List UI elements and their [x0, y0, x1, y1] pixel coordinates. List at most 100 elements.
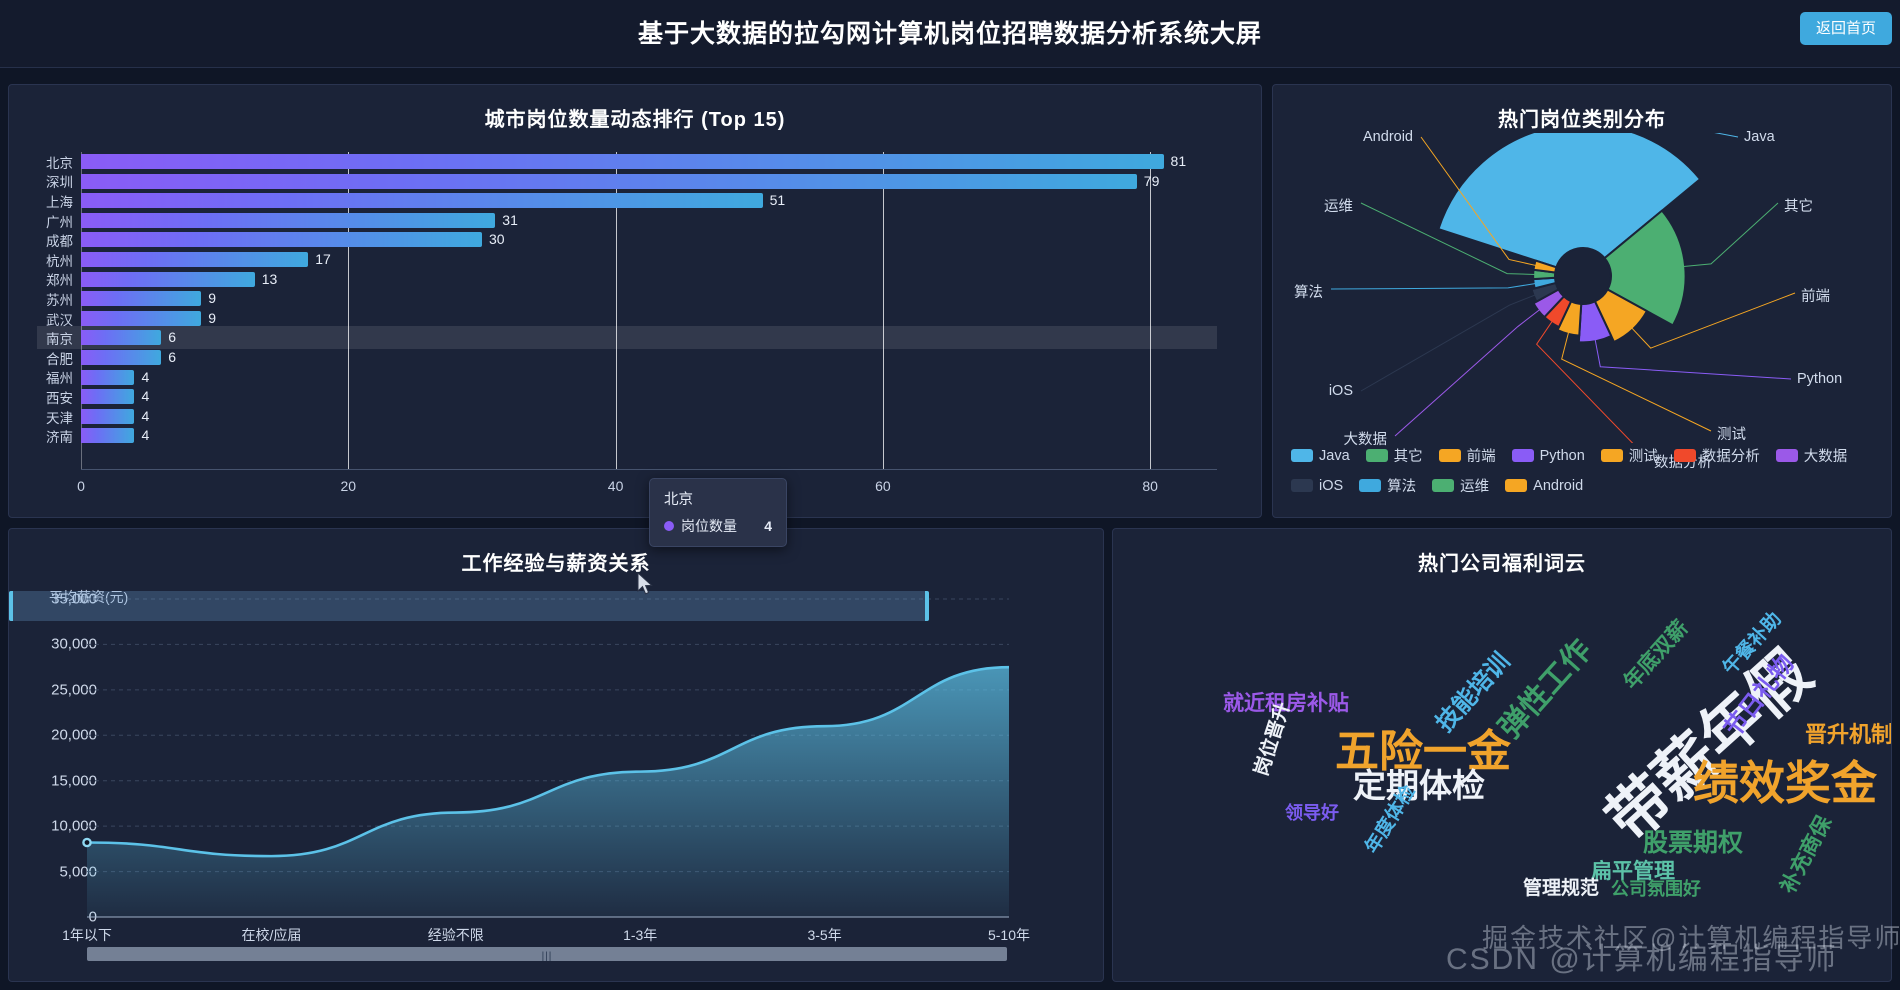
wordcloud-word[interactable]: 领导好 [1285, 803, 1339, 823]
bar-fill[interactable] [81, 330, 162, 346]
bar-row[interactable]: 天津 4 [37, 407, 1217, 427]
datazoom-window[interactable] [9, 591, 929, 621]
line-x-tick: 1-3年 [623, 927, 658, 943]
wordcloud-word[interactable]: 五险一金 [1335, 727, 1511, 776]
bar-row[interactable]: 杭州 17 [37, 250, 1217, 270]
bar-fill[interactable] [81, 212, 496, 228]
bar-track: 9 [81, 289, 1217, 309]
bar-fill[interactable] [81, 193, 763, 209]
legend-item[interactable]: Android [1505, 478, 1583, 494]
legend-label: 运维 [1460, 479, 1490, 495]
wordcloud-word[interactable]: 定期体检 [1353, 767, 1485, 804]
bar-fill[interactable] [81, 251, 309, 267]
wordcloud-word[interactable]: 晋升机制 [1805, 722, 1891, 747]
legend-item[interactable]: 测试 [1600, 445, 1658, 466]
bar-row[interactable]: 北京 81 [37, 152, 1217, 172]
rose-chart-plot[interactable]: Java 其它 前端 Python 测试 数据分析 大数据 iOS 算法 运维 Android [1273, 100, 1893, 471]
bar-row[interactable]: 成都 30 [37, 230, 1217, 250]
wordcloud-word[interactable]: 绩效奖金 [1693, 757, 1877, 809]
legend-item[interactable]: Java [1291, 448, 1350, 464]
rose-chart-svg[interactable] [1273, 100, 1893, 460]
bar-value-label: 4 [141, 427, 150, 444]
rose-callout-line [1561, 331, 1712, 432]
bar-row[interactable]: 福州 4 [37, 368, 1217, 388]
rose-sector[interactable] [1532, 288, 1565, 319]
bar-fill[interactable] [81, 271, 255, 287]
legend-label: Python [1539, 447, 1585, 464]
bar-fill[interactable] [81, 369, 135, 385]
bar-y-axis-line [81, 152, 82, 469]
rose-sector[interactable] [1603, 209, 1687, 327]
bar-category-label: 成都 [46, 234, 73, 250]
datazoom-slider[interactable]: ||| [87, 947, 1007, 962]
wordcloud-word[interactable]: 补充商保 [1776, 812, 1837, 898]
rose-sector[interactable] [1556, 300, 1583, 337]
bar-row[interactable]: 济南 4 [37, 426, 1217, 446]
panel-city-ranking: 城市岗位数量动态排行 (Top 15) 北京 81 深圳 79 上海 51 广州 31 成都 30… [8, 84, 1262, 595]
bar-track: 30 [81, 230, 1217, 250]
bar-row[interactable]: 郑州 13 [37, 270, 1217, 290]
legend-item[interactable]: 大数据 [1775, 445, 1847, 466]
line-x-tick: 1年以下 [62, 927, 112, 943]
bar-x-tick: 20 [340, 478, 357, 494]
legend-item[interactable]: 前端 [1438, 445, 1496, 466]
bar-fill[interactable] [81, 310, 202, 326]
return-home-button[interactable]: 返回首页 [1799, 12, 1892, 45]
bar-track: 51 [81, 191, 1217, 211]
line-x-tick: 3-5年 [807, 927, 842, 943]
bar-track: 79 [81, 172, 1217, 192]
wordcloud-word[interactable]: 公司氛围好 [1611, 879, 1701, 899]
legend-item[interactable]: 数据分析 [1673, 445, 1760, 466]
bar-row[interactable]: 武汉 9 [37, 309, 1217, 329]
rose-callout-line [1360, 294, 1536, 392]
bar-fill[interactable] [81, 408, 135, 424]
wordcloud-word[interactable]: 扁平管理 [1591, 860, 1675, 883]
rose-sector-label: Python [1797, 371, 1843, 387]
legend-item[interactable]: iOS [1291, 478, 1343, 494]
legend-label: Android [1533, 477, 1584, 494]
bar-fill[interactable] [81, 428, 135, 444]
bar-x-tick: 40 [607, 478, 624, 494]
rose-sector-label: Android [1363, 129, 1413, 145]
wordcloud-word[interactable]: 就近租房补贴 [1223, 692, 1349, 715]
rose-sector-label: 前端 [1801, 289, 1830, 305]
bar-chart-plot[interactable]: 北京 81 深圳 79 上海 51 广州 31 成都 30 杭州 17 郑州 13 苏州 9 武汉 9 南京 6 合肥 6… [9, 140, 1261, 595]
bar-value-label: 30 [488, 231, 505, 248]
wordcloud-plot[interactable]: 带薪年假 绩效奖金 五险一金 定期体检 弹性工作 技能培训 就近租房补贴 节日礼物 年底双薪 午餐… [1113, 577, 1891, 983]
bar-track: 4 [81, 407, 1217, 427]
bar-fill[interactable] [81, 349, 162, 365]
bar-row[interactable]: 合肥 6 [37, 348, 1217, 368]
rose-sector-label: 测试 [1717, 427, 1746, 443]
legend-item[interactable]: 运维 [1432, 475, 1489, 496]
legend-swatch [1359, 479, 1382, 492]
bar-fill[interactable] [81, 291, 202, 307]
datazoom-grip-icon[interactable]: ||| [541, 951, 553, 962]
tooltip-series-dot [664, 521, 674, 531]
legend-swatch [1432, 479, 1455, 492]
rose-sector[interactable] [1437, 123, 1702, 269]
bar-fill[interactable] [81, 232, 482, 248]
bar-row[interactable]: 南京 6 [37, 326, 1217, 349]
bar-fill[interactable] [81, 173, 1137, 189]
bar-row[interactable]: 上海 51 [37, 191, 1217, 211]
wordcloud-word[interactable]: 管理规范 [1523, 878, 1600, 899]
bar-fill[interactable] [81, 154, 1164, 169]
legend-item[interactable]: 其它 [1365, 445, 1423, 466]
rose-legend[interactable]: Java 其它 前端 Python 测试 数据分析 大数据 iOS 算法 运维 Android [1291, 445, 1885, 505]
wordcloud-word[interactable]: 年底双薪 [1619, 616, 1693, 694]
bar-row[interactable]: 广州 31 [37, 211, 1217, 231]
bar-row[interactable]: 西安 4 [37, 387, 1217, 407]
legend-item[interactable]: Python [1511, 447, 1585, 464]
bar-gridline [1150, 152, 1152, 469]
rose-sector-label: 大数据 [1343, 432, 1388, 448]
bar-row[interactable]: 苏州 9 [37, 289, 1217, 309]
legend-item[interactable]: 算法 [1359, 475, 1416, 496]
line-chart-plot[interactable]: 平均薪资(元) 05,00010,00015,00020,00025,00030… [9, 577, 1103, 983]
wordcloud-word[interactable]: 股票期权 [1643, 829, 1744, 857]
line-x-tick: 在校/应届 [241, 927, 302, 943]
wordcloud-word[interactable]: 弹性工作 [1493, 633, 1599, 745]
bar-row[interactable]: 深圳 79 [37, 172, 1217, 192]
rose-sector[interactable] [1577, 300, 1613, 344]
rose-sector[interactable] [1532, 259, 1558, 274]
bar-fill[interactable] [81, 389, 135, 405]
